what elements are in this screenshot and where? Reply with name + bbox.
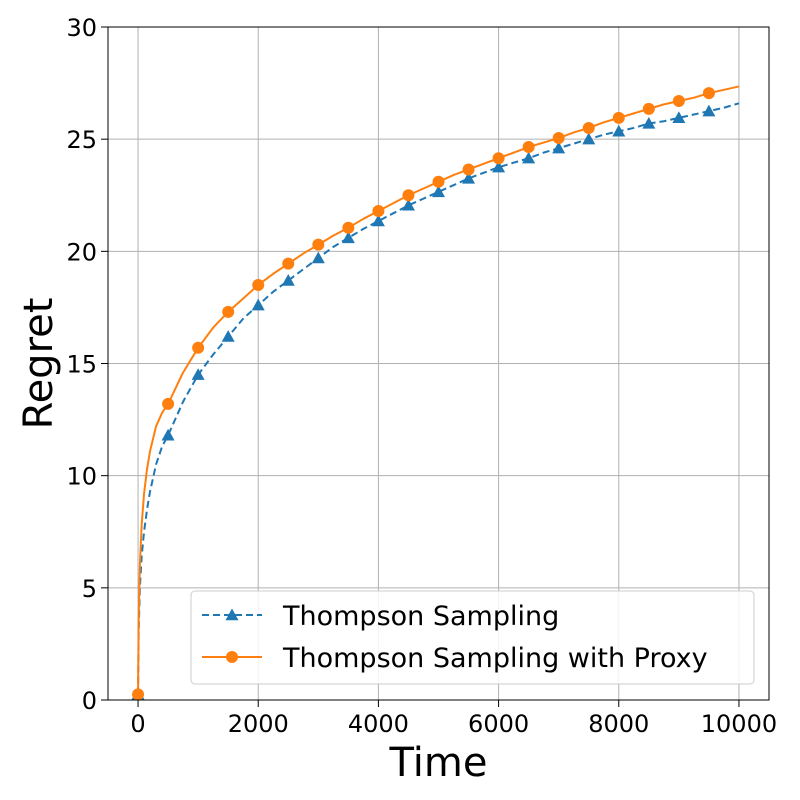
y-tick-label: 25 bbox=[66, 126, 97, 154]
y-tick-label: 0 bbox=[82, 687, 97, 715]
legend-marker-triangle bbox=[225, 608, 239, 621]
data-point-triangle bbox=[341, 231, 355, 244]
data-point-triangle bbox=[221, 330, 235, 342]
data-point-circle bbox=[702, 87, 715, 100]
ticks: 0 2000 4000 6000 8000 10000 0 5 10 15 20 25 30 bbox=[66, 14, 777, 738]
data-point-triangle bbox=[432, 185, 445, 198]
data-point-circle bbox=[282, 257, 295, 270]
data-point-circle bbox=[312, 238, 325, 251]
data-point-triangle bbox=[612, 124, 626, 137]
x-tick-label: 0 bbox=[130, 710, 145, 738]
data-point-triangle bbox=[281, 273, 295, 286]
y-tick-label: 5 bbox=[82, 575, 97, 603]
data-point-triangle bbox=[642, 116, 656, 129]
data-point-triangle bbox=[251, 298, 265, 311]
legend-marker-circle bbox=[226, 651, 238, 663]
data-point-triangle bbox=[552, 141, 566, 154]
data-point-circle bbox=[372, 204, 385, 217]
data-point-circle bbox=[552, 132, 565, 145]
x-tick-label: 10000 bbox=[701, 710, 777, 738]
legend-label-thompson-sampling: Thompson Sampling bbox=[282, 601, 559, 632]
y-tick-label: 20 bbox=[66, 238, 97, 266]
x-tick-label: 8000 bbox=[588, 710, 649, 738]
data-point-circle bbox=[192, 341, 205, 354]
data-point-circle bbox=[582, 121, 595, 134]
data-point-triangle bbox=[191, 368, 205, 380]
data-point-triangle bbox=[371, 214, 385, 227]
data-point-circle bbox=[612, 111, 625, 124]
data-point-triangle bbox=[492, 160, 506, 173]
data-point-circle bbox=[432, 175, 445, 188]
data-point-triangle bbox=[672, 111, 686, 124]
y-tick-label: 30 bbox=[66, 14, 97, 42]
x-axis-label: Time bbox=[389, 740, 488, 786]
y-axis-label: Regret bbox=[16, 298, 62, 430]
legend-box bbox=[190, 590, 755, 685]
series-layer bbox=[131, 85, 740, 701]
data-point-circle bbox=[402, 189, 415, 202]
data-point-circle bbox=[252, 278, 265, 291]
data-point-circle bbox=[462, 163, 475, 176]
data-point-circle bbox=[162, 397, 175, 410]
data-point-triangle bbox=[702, 104, 716, 117]
data-point-triangle bbox=[582, 132, 596, 145]
legend-label-thompson-sampling-with-proxy: Thompson Sampling with Proxy bbox=[282, 643, 708, 674]
legend-entry-thompson-sampling-with-proxy: Thompson Sampling with Proxy bbox=[202, 643, 708, 674]
data-point-circle bbox=[492, 152, 505, 165]
data-point-triangle bbox=[161, 428, 175, 441]
x-tick-label: 2000 bbox=[228, 710, 289, 738]
x-tick-label: 4000 bbox=[348, 710, 409, 738]
x-tick-label: 6000 bbox=[468, 710, 529, 738]
data-point-triangle bbox=[522, 151, 536, 164]
legend: Thompson Sampling Thompson Sampling with… bbox=[190, 590, 755, 685]
y-tick-label: 10 bbox=[66, 463, 97, 491]
legend-entry-thompson-sampling: Thompson Sampling bbox=[202, 601, 559, 632]
data-point-triangle bbox=[401, 198, 415, 211]
data-point-circle bbox=[672, 95, 685, 108]
data-point-circle bbox=[132, 688, 145, 701]
y-tick-label: 15 bbox=[66, 351, 97, 379]
data-point-circle bbox=[642, 102, 655, 115]
data-point-circle bbox=[522, 141, 535, 154]
data-point-triangle bbox=[462, 171, 476, 184]
data-point-circle bbox=[342, 221, 355, 234]
data-point-circle bbox=[222, 305, 235, 318]
data-point-triangle bbox=[311, 251, 325, 264]
